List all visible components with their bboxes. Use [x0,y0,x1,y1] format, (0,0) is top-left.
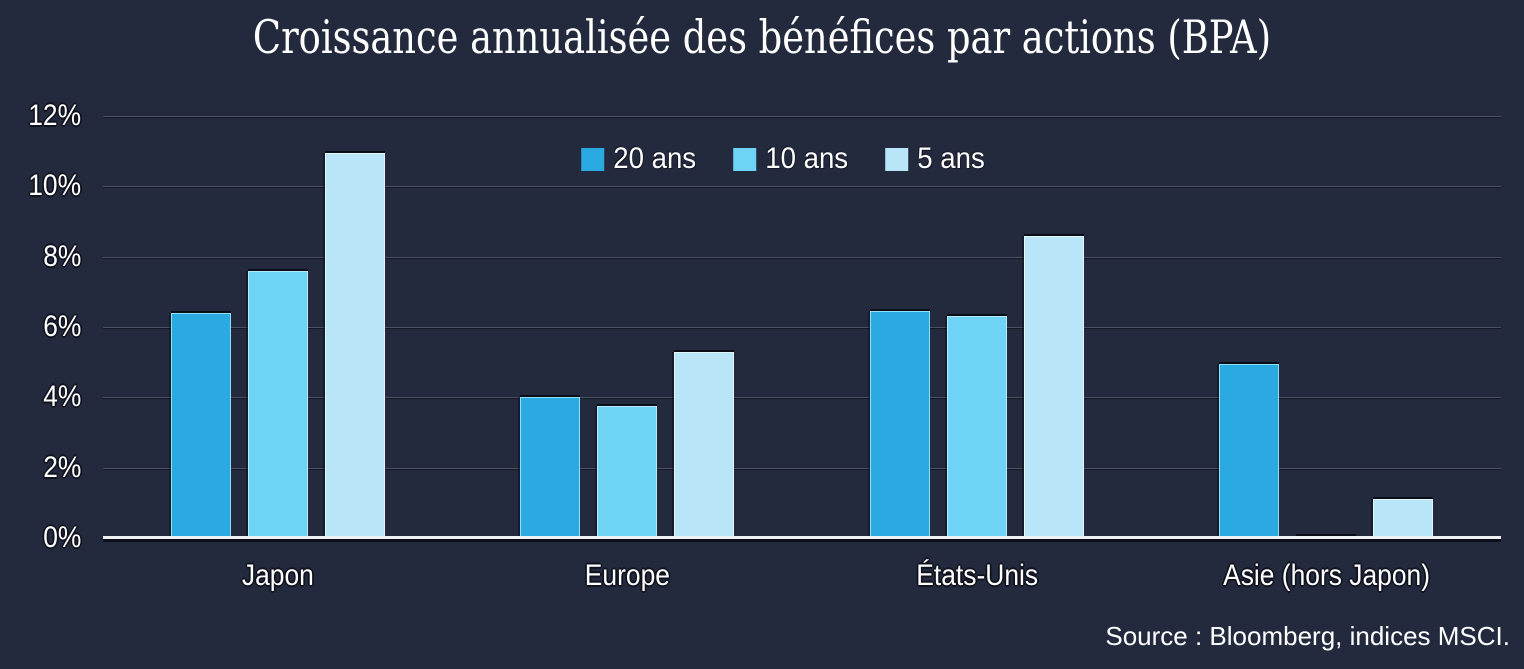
legend-label-20-ans: 20 ans [613,142,697,175]
legend-swatch-10-ans [733,147,757,171]
y-tick-label-10pct: 10% [21,171,81,201]
x-axis-label-text: États-Unis [915,559,1038,592]
legend: 20 ans 10 ans 5 ans [581,144,991,174]
plot-area: 0% 2% 4% 6% 8% 10% 12% 20 ans 10 ans 5 ans [28,101,1501,553]
y-tick-text: 12% [28,99,81,132]
legend-label-5-ans: 5 ans [917,142,985,175]
bar-groups [103,116,1501,538]
y-tick-text: 0% [42,521,81,554]
y-tick-label-0pct: 0% [38,523,81,553]
y-tick-label-4pct: 4% [38,382,81,412]
bar-japon-10-ans [247,270,308,538]
x-axis-line [103,536,1501,539]
y-tick-text: 2% [42,450,81,484]
y-tick-text: 4% [42,380,81,414]
bar-etats-unis-5-ans [1023,235,1084,538]
y-tick-label-2pct: 2% [38,450,81,484]
gridline-8pct [103,256,1501,258]
bar-japon-20-ans [170,312,231,538]
y-tick-label-6pct: 6% [38,312,81,342]
y-tick-text: 6% [42,310,81,343]
bar-etats-unis-10-ans [946,316,1007,538]
x-axis-label-text: Japon [241,559,314,592]
source-note: Source : Bloomberg, indices MSCI. [1105,621,1510,651]
x-axis-label-text: Europe [584,559,670,592]
x-axis-label-japon: Japon [103,556,453,596]
bar-europe-5-ans [674,351,735,538]
legend-swatch-20-ans [581,147,605,171]
x-axis-label-text: Asie (hors Japon) [1222,559,1430,592]
legend-item-5-ans: 5 ans [885,144,990,174]
x-axis-label-asie-hors-japon: Asie (hors Japon) [1152,556,1502,596]
bar-group-asie-hors-japon [1152,116,1502,538]
gridline-6pct [103,327,1501,328]
gridline-10pct [103,186,1501,188]
chart-title: Croissance annualisée des bénéfices par … [252,10,1272,64]
y-tick-text: 8% [42,239,81,273]
y-tick-label-8pct: 8% [38,239,81,273]
bar-group-europe [453,116,803,538]
x-axis-label-etats-unis: États-Unis [802,556,1152,596]
bar-europe-10-ans [597,406,658,538]
gridline-2pct [103,467,1501,469]
bar-etats-unis-20-ans [869,311,930,538]
legend-swatch-5-ans [885,147,909,171]
y-tick-text: 10% [28,169,81,203]
bar-europe-20-ans [520,397,581,538]
y-tick-label-12pct: 12% [21,101,81,131]
legend-item-20-ans: 20 ans [581,144,703,174]
bar-asie-hors-japon-20-ans [1219,363,1280,538]
legend-label-10-ans: 10 ans [765,142,849,175]
x-axis-label-europe: Europe [453,556,803,596]
gridline-4pct [103,397,1501,399]
legend-item-10-ans: 10 ans [733,144,855,174]
bar-japon-5-ans [324,152,385,538]
bar-group-etats-unis [802,116,1152,538]
bar-asie-hors-japon-5-ans [1373,499,1434,538]
gridline-12pct [103,116,1501,117]
bar-group-japon [103,116,453,538]
category-axis: Japon Europe États-Unis Asie (hors Japon) [103,556,1501,596]
